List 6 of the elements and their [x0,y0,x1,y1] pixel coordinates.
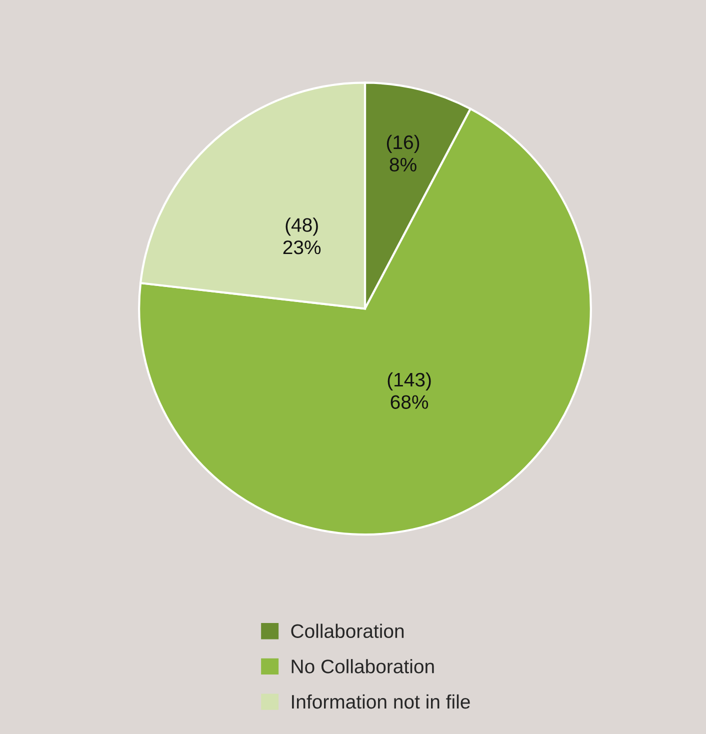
data-label: (143) 68% [388,372,431,409]
data-label: (16) 8% [386,134,420,172]
legend-label: Collaboration [291,624,404,638]
legend-label: Information not in file [292,694,470,709]
legend-label: No Collaboration [292,659,434,674]
data-label: (48) 23% [283,218,321,254]
